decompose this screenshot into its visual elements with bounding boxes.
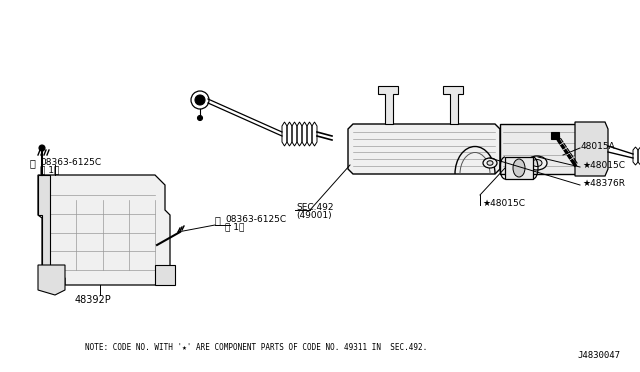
Polygon shape: [38, 265, 65, 295]
Text: NOTE: CODE NO. WITH '★' ARE COMPONENT PARTS OF CODE NO. 49311 IN  SEC.492.: NOTE: CODE NO. WITH '★' ARE COMPONENT PA…: [85, 343, 428, 353]
Text: 〈 1〉: 〈 1〉: [40, 166, 60, 174]
Ellipse shape: [487, 161, 493, 165]
Text: ★48015C: ★48015C: [582, 160, 625, 170]
Text: SEC.492: SEC.492: [296, 202, 333, 212]
Text: 48015A: 48015A: [581, 141, 616, 151]
Circle shape: [198, 115, 202, 121]
Polygon shape: [348, 124, 500, 174]
Ellipse shape: [483, 158, 497, 168]
Bar: [505, 157, 533, 179]
Ellipse shape: [513, 159, 525, 177]
Polygon shape: [551, 132, 559, 139]
Ellipse shape: [532, 160, 542, 167]
Circle shape: [195, 95, 205, 105]
Bar: [500, 124, 580, 174]
Polygon shape: [378, 86, 398, 124]
Ellipse shape: [527, 156, 547, 170]
Text: J4830047: J4830047: [577, 350, 620, 359]
Polygon shape: [38, 175, 170, 285]
Text: 08363-6125C: 08363-6125C: [40, 157, 101, 167]
Polygon shape: [155, 265, 175, 285]
Text: ★48015C: ★48015C: [482, 199, 525, 208]
Polygon shape: [443, 86, 463, 124]
Polygon shape: [575, 122, 608, 176]
Text: (49001): (49001): [296, 211, 332, 219]
Polygon shape: [38, 175, 50, 270]
Text: ★48376R: ★48376R: [582, 179, 625, 187]
Text: Ⓑ: Ⓑ: [30, 158, 36, 168]
Text: Ⓑ: Ⓑ: [215, 215, 221, 225]
Text: 08363-6125C: 08363-6125C: [225, 215, 286, 224]
Text: 48392P: 48392P: [75, 295, 112, 305]
Text: 〈 1〉: 〈 1〉: [225, 222, 244, 231]
Circle shape: [39, 145, 45, 151]
